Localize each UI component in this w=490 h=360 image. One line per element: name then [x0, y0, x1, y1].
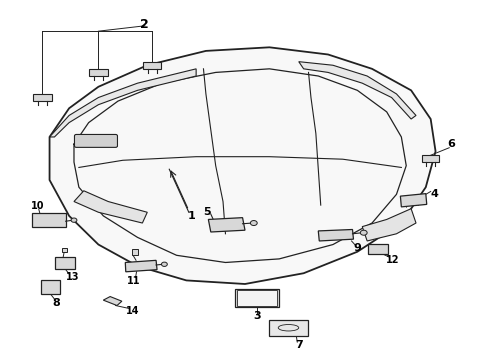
- Polygon shape: [49, 69, 196, 137]
- Circle shape: [71, 218, 77, 222]
- Text: 6: 6: [447, 139, 455, 149]
- Bar: [270, 320, 308, 336]
- Text: 5: 5: [203, 207, 211, 217]
- Text: 4: 4: [431, 189, 439, 199]
- Text: 10: 10: [30, 201, 44, 211]
- Text: 13: 13: [66, 272, 79, 282]
- Polygon shape: [74, 191, 147, 223]
- Bar: [143, 62, 161, 69]
- Bar: [422, 155, 440, 162]
- Bar: [132, 249, 139, 255]
- Bar: [55, 257, 75, 269]
- Bar: [89, 69, 108, 76]
- Circle shape: [360, 230, 367, 235]
- Polygon shape: [362, 209, 416, 241]
- Polygon shape: [400, 194, 427, 207]
- Bar: [32, 213, 66, 226]
- Circle shape: [161, 262, 167, 266]
- Bar: [41, 280, 60, 294]
- Text: 1: 1: [187, 211, 195, 221]
- FancyBboxPatch shape: [74, 134, 118, 147]
- Bar: [368, 244, 388, 253]
- Bar: [237, 290, 277, 306]
- Polygon shape: [125, 260, 157, 272]
- Bar: [235, 289, 279, 307]
- Polygon shape: [49, 47, 436, 284]
- Bar: [33, 94, 51, 101]
- Text: 2: 2: [141, 18, 149, 31]
- Text: 8: 8: [52, 298, 60, 308]
- Polygon shape: [208, 218, 245, 232]
- Circle shape: [250, 221, 257, 226]
- Text: 12: 12: [386, 255, 400, 265]
- Text: 3: 3: [253, 311, 261, 321]
- Text: 14: 14: [126, 306, 139, 315]
- Bar: [62, 248, 67, 252]
- Polygon shape: [103, 297, 122, 306]
- Polygon shape: [318, 229, 353, 241]
- Text: 9: 9: [353, 243, 361, 253]
- Polygon shape: [299, 62, 416, 119]
- Text: 11: 11: [127, 276, 140, 286]
- Text: 7: 7: [295, 340, 303, 350]
